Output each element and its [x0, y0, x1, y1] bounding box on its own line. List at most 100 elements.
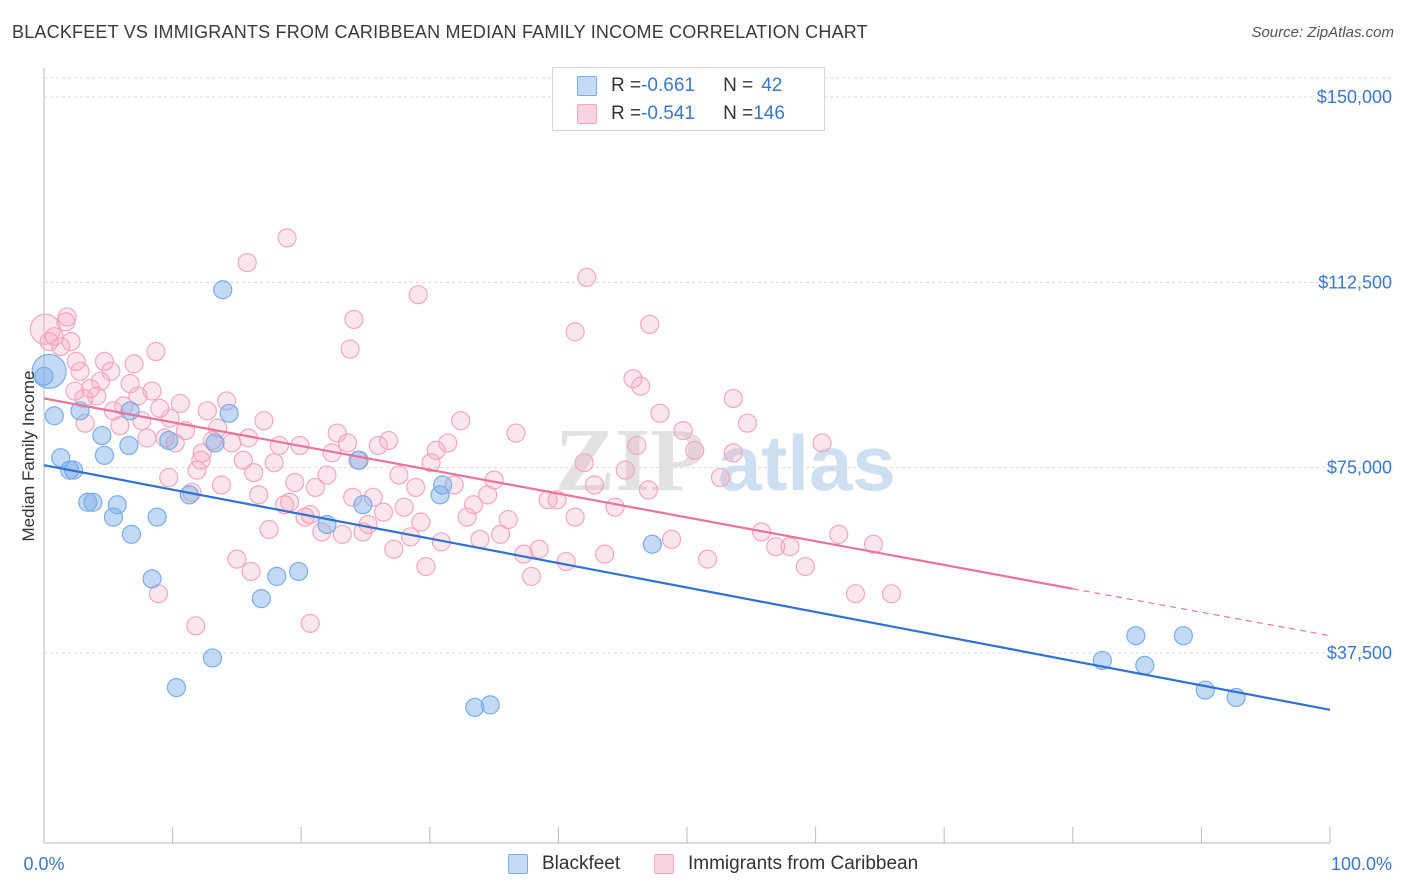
y-tick-label: $75,000	[1327, 458, 1392, 478]
legend-r-value: -0.541	[641, 103, 695, 124]
point-blackfeet	[349, 450, 369, 470]
point-caribbean	[249, 485, 269, 505]
x-tick-label: 100.0%	[1331, 854, 1392, 874]
point-blackfeet	[120, 401, 140, 421]
point-caribbean	[170, 393, 190, 414]
point-caribbean	[780, 537, 800, 557]
point-blackfeet	[121, 524, 142, 544]
point-caribbean	[723, 443, 743, 463]
point-caribbean	[394, 497, 414, 517]
legend: R = -0.661 N = 42 R = -0.541 N = 146	[552, 67, 825, 131]
point-caribbean	[137, 428, 157, 448]
point-caribbean	[159, 467, 179, 488]
point-caribbean	[451, 411, 471, 431]
point-caribbean	[584, 475, 605, 495]
point-caribbean	[565, 322, 585, 342]
legend-row-caribbean: R = -0.541 N = 146	[577, 102, 785, 126]
point-caribbean	[411, 512, 431, 532]
point-caribbean	[498, 509, 518, 530]
legend-r-label: R =	[611, 103, 642, 124]
y-axis-label: Median Family Income	[19, 370, 38, 541]
point-caribbean	[75, 413, 95, 433]
point-caribbean	[233, 450, 253, 470]
point-caribbean	[661, 529, 682, 549]
point-caribbean	[300, 613, 320, 633]
point-caribbean	[595, 544, 615, 564]
source-label: Source: ZipAtlas.com	[1251, 24, 1394, 41]
point-blackfeet	[251, 589, 271, 609]
point-caribbean	[574, 453, 594, 473]
watermark: ZIP atlas	[555, 411, 896, 510]
watermark-atlas: atlas	[718, 419, 896, 507]
point-caribbean	[490, 524, 511, 544]
point-caribbean	[685, 440, 705, 460]
point-caribbean	[697, 549, 718, 569]
point-caribbean	[444, 475, 464, 495]
point-caribbean	[723, 388, 743, 409]
point-caribbean	[795, 556, 815, 577]
point-caribbean	[673, 421, 693, 441]
point-caribbean	[565, 507, 585, 527]
point-blackfeet	[205, 433, 225, 453]
tick-labels: $37,500 $75,000 $112,500 $150,000 0.0% 100.0%	[23, 87, 1392, 874]
point-caribbean	[577, 267, 597, 287]
point-caribbean	[416, 556, 436, 577]
point-caribbean	[241, 561, 261, 582]
chart-title: BLACKFEET VS IMMIGRANTS FROM CARIBBEAN M…	[12, 22, 868, 42]
point-caribbean	[426, 440, 446, 460]
bottom-legend-swatch-blackfeet	[508, 854, 528, 874]
point-caribbean	[521, 566, 541, 586]
point-blackfeet	[213, 280, 233, 300]
point-caribbean	[457, 507, 477, 527]
watermark-zip: ZIP	[555, 411, 705, 510]
point-blackfeet	[289, 561, 309, 582]
point-blackfeet	[34, 366, 54, 386]
point-caribbean	[280, 492, 300, 512]
point-caribbean	[638, 480, 659, 500]
point-caribbean	[556, 551, 576, 572]
point-blackfeet	[78, 492, 98, 512]
point-caribbean	[340, 339, 360, 359]
point-caribbean	[259, 519, 279, 540]
point-caribbean	[227, 549, 247, 569]
point-caribbean	[463, 495, 484, 515]
bottom-legend-caribbean: Immigrants from Caribbean	[654, 852, 918, 876]
point-caribbean	[337, 433, 358, 453]
point-blackfeet	[219, 403, 239, 423]
point-caribbean	[529, 539, 549, 559]
point-caribbean	[254, 411, 274, 431]
legend-n-label: N =	[723, 75, 754, 96]
point-caribbean	[766, 537, 786, 557]
point-caribbean	[406, 477, 426, 498]
point-caribbean	[202, 430, 223, 451]
point-caribbean	[74, 388, 94, 409]
point-caribbean	[627, 435, 647, 456]
point-caribbean	[57, 307, 77, 327]
bottom-legend-label-caribbean: Immigrants from Caribbean	[688, 853, 919, 874]
point-caribbean	[285, 472, 305, 493]
point-caribbean	[110, 416, 130, 436]
legend-n-value: 146	[753, 103, 785, 124]
point-caribbean	[146, 341, 166, 362]
point-blackfeet	[147, 507, 167, 527]
point-caribbean	[812, 433, 832, 453]
point-blackfeet	[267, 566, 287, 586]
y-tick-label: $37,500	[1327, 643, 1392, 663]
point-caribbean	[438, 433, 458, 453]
legend-swatch-caribbean	[577, 104, 597, 124]
x-tick-label: 0.0%	[23, 854, 64, 874]
trend-lines	[43, 397, 1331, 711]
point-caribbean	[408, 285, 428, 305]
point-caribbean	[389, 465, 409, 485]
bottom-legend-swatch-caribbean	[654, 854, 674, 874]
point-caribbean	[114, 396, 134, 416]
point-caribbean	[61, 332, 81, 352]
point-blackfeet	[142, 569, 162, 589]
point-blackfeet	[159, 430, 179, 451]
y-tick-label: $150,000	[1317, 87, 1392, 107]
point-caribbean	[51, 336, 71, 357]
point-caribbean	[363, 487, 383, 507]
point-caribbean	[244, 463, 264, 483]
point-blackfeet	[1135, 655, 1155, 675]
